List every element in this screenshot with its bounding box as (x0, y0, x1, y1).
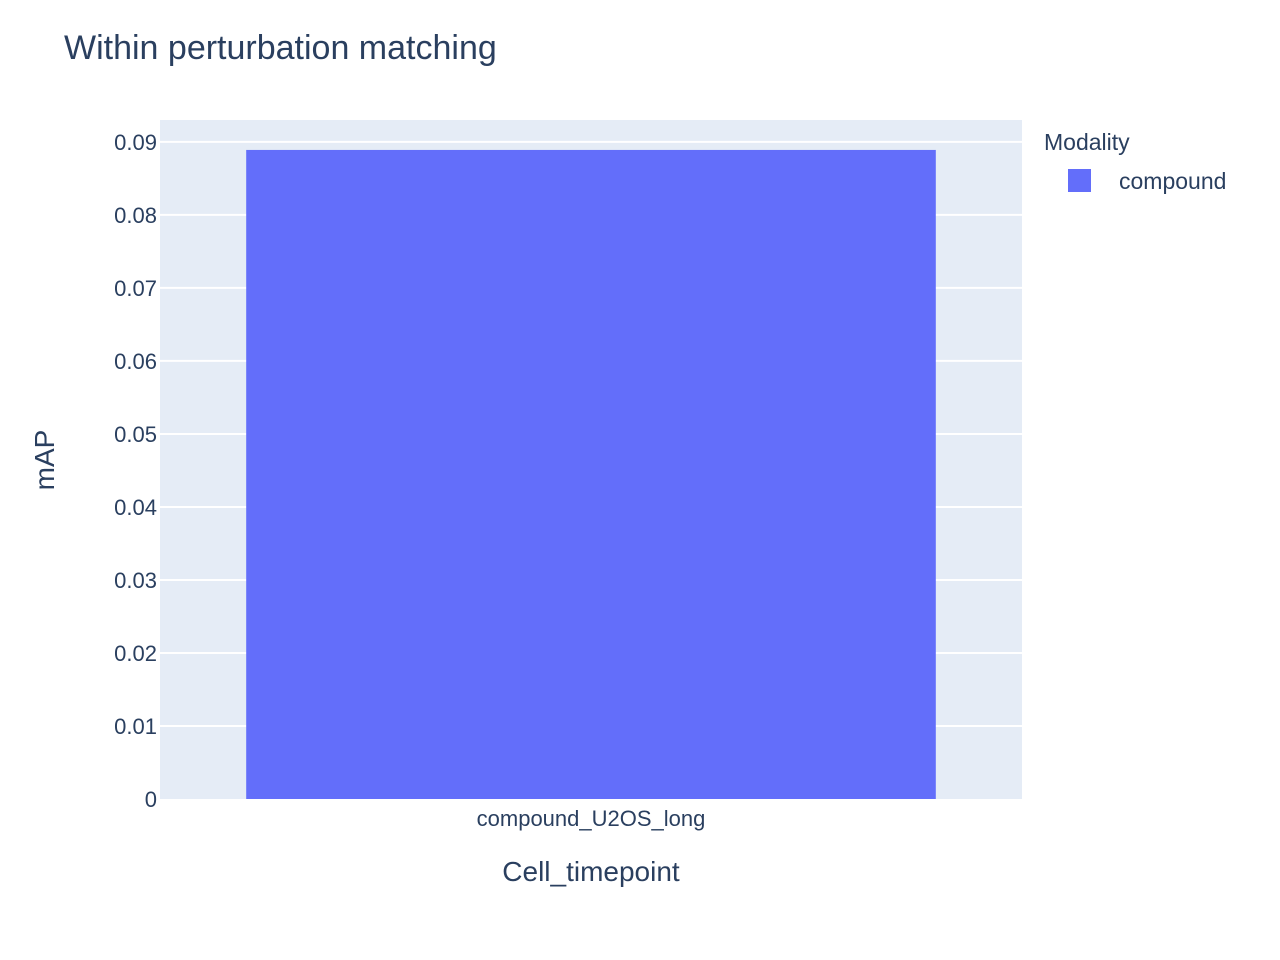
legend-title: Modality (1044, 129, 1130, 155)
x-axis-ticks: compound_U2OS_long (477, 806, 706, 831)
legend-item-compound[interactable]: compound (1068, 168, 1226, 194)
x-tick-label: compound_U2OS_long (477, 806, 706, 831)
legend-swatch (1068, 169, 1091, 192)
y-tick-label: 0.09 (114, 130, 157, 155)
y-tick-label: 0.06 (114, 349, 157, 374)
y-tick-label: 0.05 (114, 422, 157, 447)
y-tick-label: 0.08 (114, 203, 157, 228)
y-axis-label: mAP (29, 430, 60, 491)
y-tick-label: 0.03 (114, 568, 157, 593)
y-tick-label: 0.07 (114, 276, 157, 301)
bar-compound-compound_U2OS_long[interactable] (246, 149, 936, 800)
y-tick-label: 0.04 (114, 495, 157, 520)
bars (246, 149, 936, 800)
y-tick-label: 0 (145, 787, 157, 812)
y-axis-ticks: 0 0.01 0.02 0.03 0.04 0.05 0.06 0.07 0.08 0.09 (114, 130, 157, 812)
y-tick-label: 0.01 (114, 714, 157, 739)
legend: Modality compound (1044, 129, 1226, 194)
x-axis-label: Cell_timepoint (502, 856, 680, 887)
y-tick-label: 0.02 (114, 641, 157, 666)
legend-item-label: compound (1119, 168, 1226, 194)
chart-title: Within perturbation matching (64, 29, 497, 67)
